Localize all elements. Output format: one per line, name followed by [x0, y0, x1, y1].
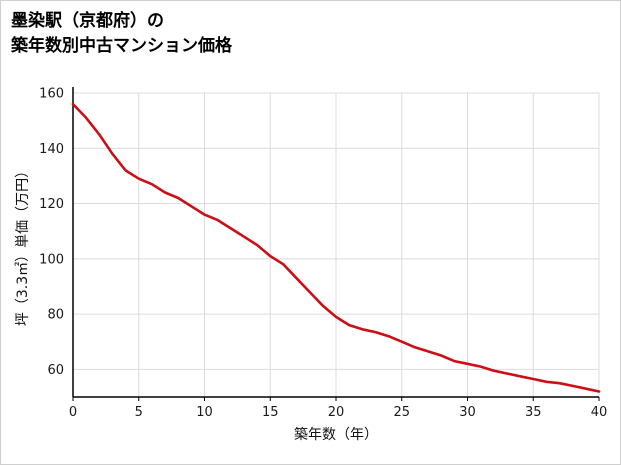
y-tick-label: 160	[39, 87, 64, 102]
y-tick-label: 140	[39, 142, 64, 157]
y-tick-label: 60	[47, 363, 64, 378]
x-axis-label: 築年数（年）	[294, 427, 378, 443]
x-tick-label: 40	[591, 405, 608, 420]
x-tick-label: 5	[135, 405, 143, 420]
y-tick-label: 80	[47, 308, 64, 323]
chart-title-line-2: 築年数別中古マンション価格	[11, 35, 232, 56]
x-tick-label: 10	[196, 405, 213, 420]
x-tick-label: 25	[393, 405, 410, 420]
x-tick-label: 20	[328, 405, 345, 420]
y-tick-label: 100	[39, 252, 64, 267]
price-line	[71, 102, 601, 393]
x-tick-label: 15	[262, 405, 279, 420]
x-tick-label: 0	[69, 405, 77, 420]
x-tick-label: 35	[525, 405, 542, 420]
y-axis-label: 坪（3.3㎡）単価（万円）	[15, 164, 31, 326]
chart-title-line-1: 墨染駅（京都府）の	[11, 11, 164, 31]
x-tick-label: 30	[459, 405, 476, 420]
chart-title: 墨染駅（京都府）の 築年数別中古マンション価格	[11, 9, 232, 58]
y-tick-label: 120	[39, 197, 64, 212]
